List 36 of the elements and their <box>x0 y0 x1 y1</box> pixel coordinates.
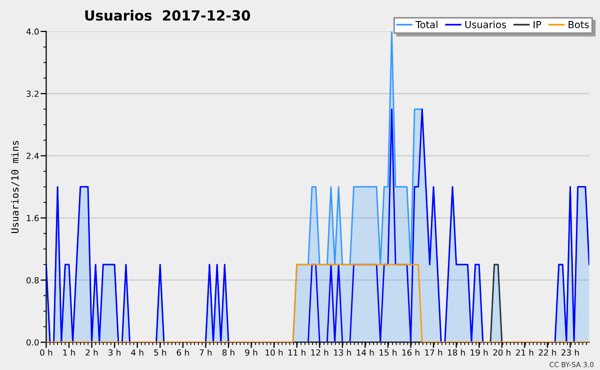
y-tick-label: 4.0 <box>26 28 39 35</box>
chart-title: Usuarios 2017-12-30 <box>85 10 250 21</box>
x-tick-label: 10 h <box>266 349 283 356</box>
x-tick-label: 21 h <box>516 349 534 356</box>
x-tick-label: 6 h <box>176 349 189 356</box>
x-tick-label: 17 h <box>425 349 442 356</box>
legend-label: Total <box>416 20 438 28</box>
x-tick-label: 12 h <box>311 349 328 356</box>
x-tick-label: 3 h <box>108 349 120 356</box>
y-tick-label: 2.4 <box>26 152 39 159</box>
x-tick-label: 11 h <box>288 349 306 356</box>
x-tick-label: 0 h <box>40 349 52 356</box>
x-tick-label: 7 h <box>200 349 212 356</box>
x-tick-label: 1 h <box>63 349 75 356</box>
legend-label: IP <box>534 21 542 28</box>
y-tick-label: 0.8 <box>26 277 39 284</box>
x-tick-label: 15 h <box>380 349 397 356</box>
x-tick-label: 16 h <box>402 349 420 356</box>
x-tick-label: 22 h <box>538 349 556 356</box>
legend-label: Bots <box>568 21 589 28</box>
x-tick-label: 2 h <box>86 349 98 356</box>
legend-label: Usuarios <box>465 20 506 28</box>
y-tick-label: 3.2 <box>26 90 38 97</box>
y-axis-title: Usuarios/10 mins <box>11 140 20 233</box>
x-tick-label: 18 h <box>448 349 465 356</box>
y-tick-label: 0.0 <box>26 339 39 346</box>
x-tick-label: 4 h <box>131 349 144 356</box>
x-tick-label: 20 h <box>493 349 510 356</box>
x-tick-label: 5 h <box>154 349 166 356</box>
x-tick-label: 23 h <box>562 349 579 356</box>
x-tick-label: 9 h <box>245 349 258 356</box>
x-tick-label: 14 h <box>356 349 374 356</box>
x-tick-label: 13 h <box>334 349 351 356</box>
x-tick-label: 19 h <box>470 349 488 356</box>
x-tick-label: 8 h <box>222 349 234 356</box>
y-tick-label: 1.6 <box>26 214 39 222</box>
